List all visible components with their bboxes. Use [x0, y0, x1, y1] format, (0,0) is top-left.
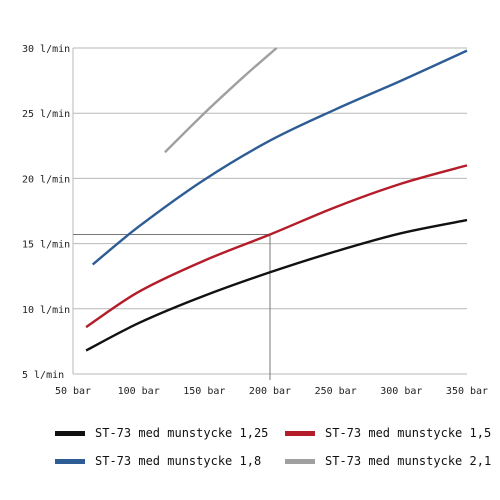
x-tick-label-1: 100 bar: [118, 386, 160, 397]
x-tick-label-6: 350 bar: [446, 386, 488, 397]
legend-swatch: [285, 458, 315, 464]
series-lines: [85, 47, 468, 352]
series-line-1: [85, 164, 468, 329]
legend-label: ST-73 med munstycke 1,8: [95, 454, 262, 468]
x-tick-label-2: 150 bar: [183, 386, 225, 397]
y-tick-label-2: 15 l/min: [22, 240, 70, 251]
reference-lines: [73, 233, 271, 380]
y-tick-label-0: 5 l/min: [22, 370, 64, 381]
legend-item-1: ST-73 med munstycke 1,5: [285, 423, 491, 443]
chart-legend: ST-73 med munstycke 1,25 ST-73 med munsty…: [0, 410, 500, 500]
legend-label: ST-73 med munstycke 1,5: [325, 426, 492, 440]
flow-pressure-chart: 5 l/min 10 l/min 15 l/min 20 l/min 25 l/min 3…: [22, 44, 488, 397]
legend-item-2: ST-73 med munstycke 1,8: [55, 451, 261, 471]
series-line-0: [85, 218, 468, 352]
x-tick-label-0: 50 bar: [55, 386, 91, 397]
legend-swatch: [285, 430, 315, 436]
series-line-2: [91, 49, 468, 266]
x-tick-label-5: 300 bar: [380, 386, 422, 397]
y-tick-label-5: 30 l/min: [22, 44, 70, 55]
legend-swatch: [55, 458, 85, 464]
y-tick-label-1: 10 l/min: [22, 305, 70, 316]
legend-label: ST-73 med munstycke 2,1: [325, 454, 492, 468]
tick-labels: 5 l/min 10 l/min 15 l/min 20 l/min 25 l/min 3…: [22, 44, 488, 397]
legend-swatch: [55, 430, 85, 436]
legend-label: ST-73 med munstycke 1,25: [95, 426, 269, 440]
series-line-3: [164, 47, 278, 154]
y-tick-label-3: 20 l/min: [22, 174, 70, 185]
legend-item-0: ST-73 med munstycke 1,25: [55, 423, 268, 443]
legend-item-3: ST-73 med munstycke 2,1: [285, 451, 491, 471]
x-tick-label-3: 200 bar: [249, 386, 291, 397]
x-tick-label-4: 250 bar: [315, 386, 357, 397]
y-tick-label-4: 25 l/min: [22, 109, 70, 120]
